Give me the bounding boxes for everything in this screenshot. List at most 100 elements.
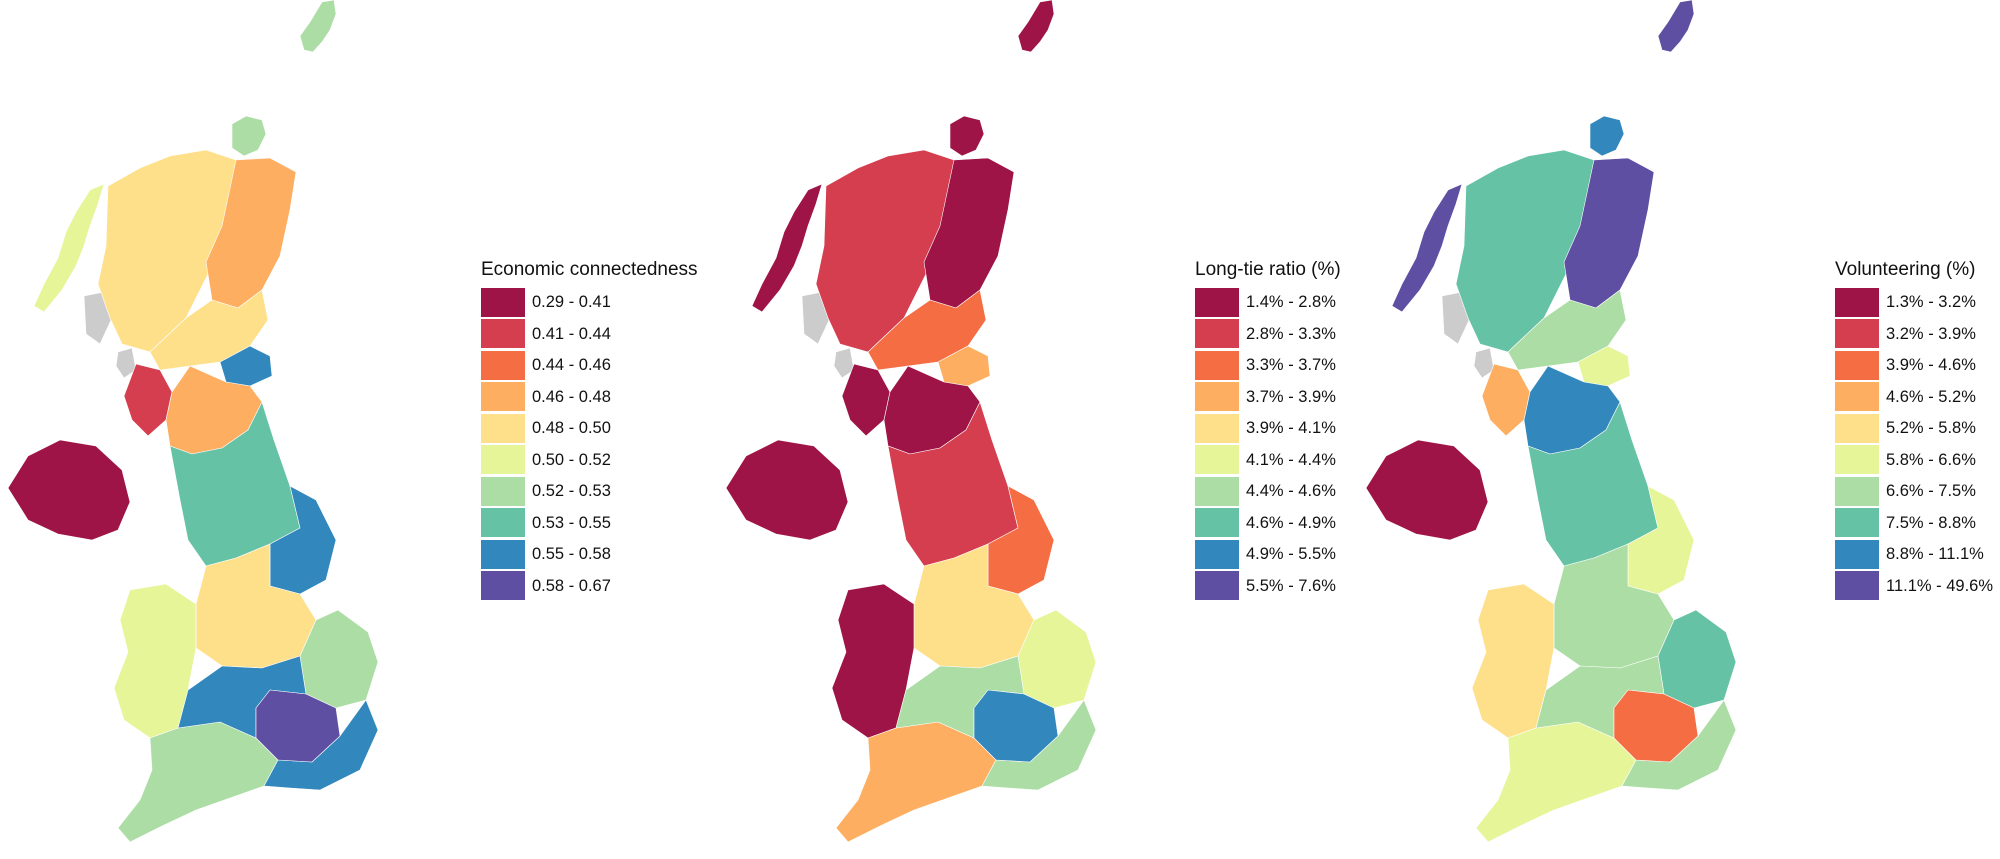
region-outer-hebrides xyxy=(751,183,823,313)
legend-item: 5.5% - 7.6% xyxy=(1195,571,1341,603)
uk-choropleth-map xyxy=(7,0,379,843)
legend-swatch xyxy=(1835,350,1879,381)
legend-label: 3.9% - 4.1% xyxy=(1246,419,1336,438)
legend-items: 1.4% - 2.8% 2.8% - 3.3% 3.3% - 3.7% 3.7% - … xyxy=(1195,287,1341,602)
region-shetland xyxy=(299,0,337,53)
legend-swatch xyxy=(1835,287,1879,318)
legend-swatch xyxy=(1835,445,1879,476)
legend-label: 4.1% - 4.4% xyxy=(1246,450,1336,469)
legend-label: 8.8% - 11.1% xyxy=(1886,545,1984,564)
legend-label: 0.52 - 0.53 xyxy=(532,482,611,501)
region-london xyxy=(255,689,341,763)
legend-swatch xyxy=(481,350,525,381)
legend-item: 6.6% - 7.5% xyxy=(1835,476,1993,508)
region-glasgow xyxy=(841,363,891,437)
legend-title: Economic connectedness xyxy=(481,259,698,280)
legend-label: 6.6% - 7.5% xyxy=(1886,482,1976,501)
legend-swatch xyxy=(481,508,525,539)
legend-swatch xyxy=(1195,445,1239,476)
legend-item: 4.4% - 4.6% xyxy=(1195,476,1341,508)
legend-item: 4.1% - 4.4% xyxy=(1195,445,1341,477)
legend-label: 3.2% - 3.9% xyxy=(1886,324,1976,343)
legend-item: 3.7% - 3.9% xyxy=(1195,382,1341,414)
region-glasgow xyxy=(123,363,173,437)
legend-swatch xyxy=(1195,476,1239,507)
legend-swatch xyxy=(1195,350,1239,381)
legend-label: 3.3% - 3.7% xyxy=(1246,356,1336,375)
region-orkney xyxy=(949,115,985,157)
legend-label: 7.5% - 8.8% xyxy=(1886,513,1976,532)
legend-item: 0.46 - 0.48 xyxy=(481,382,698,414)
legend-item: 5.8% - 6.6% xyxy=(1835,445,1993,477)
legend-item: 7.5% - 8.8% xyxy=(1835,508,1993,540)
map-legend: Economic connectedness 0.29 - 0.41 0.41 -… xyxy=(481,259,698,602)
legend-label: 4.9% - 5.5% xyxy=(1246,545,1336,564)
legend-label: 0.53 - 0.55 xyxy=(532,513,611,532)
panel-volunteering: Volunteering (%) 1.3% - 3.2% 3.2% - 3.9% 3… xyxy=(1358,0,2000,859)
legend-title: Volunteering (%) xyxy=(1835,259,1976,280)
legend-swatch xyxy=(1835,508,1879,539)
uk-choropleth-map xyxy=(1365,0,1737,843)
region-orkney xyxy=(1589,115,1625,157)
legend-label: 0.55 - 0.58 xyxy=(532,545,611,564)
region-central xyxy=(1507,289,1627,371)
legend-swatch xyxy=(481,319,525,350)
legend-label: 0.29 - 0.41 xyxy=(532,293,611,312)
uk-choropleth-map xyxy=(725,0,1097,843)
legend-item: 0.50 - 0.52 xyxy=(481,445,698,477)
legend-label: 0.41 - 0.44 xyxy=(532,324,611,343)
region-orkney xyxy=(231,115,267,157)
legend-swatch xyxy=(481,413,525,444)
legend-swatch xyxy=(1195,539,1239,570)
legend-label: 0.58 - 0.67 xyxy=(532,576,611,595)
legend-item: 0.58 - 0.67 xyxy=(481,571,698,603)
map-legend: Volunteering (%) 1.3% - 3.2% 3.2% - 3.9% 3… xyxy=(1835,259,1993,602)
legend-swatch xyxy=(1195,319,1239,350)
legend-item: 0.52 - 0.53 xyxy=(481,476,698,508)
legend-swatch xyxy=(481,445,525,476)
legend-item: 4.9% - 5.5% xyxy=(1195,539,1341,571)
region-shetland xyxy=(1657,0,1695,53)
legend-swatch xyxy=(1195,413,1239,444)
legend-label: 2.8% - 3.3% xyxy=(1246,324,1336,343)
legend-item: 0.48 - 0.50 xyxy=(481,413,698,445)
legend-item: 4.6% - 4.9% xyxy=(1195,508,1341,540)
legend-label: 5.5% - 7.6% xyxy=(1246,576,1336,595)
legend-label: 5.2% - 5.8% xyxy=(1886,419,1976,438)
legend-label: 4.6% - 4.9% xyxy=(1246,513,1336,532)
region-south-west xyxy=(835,721,997,843)
region-inner-isles xyxy=(83,291,137,379)
legend-item: 0.53 - 0.55 xyxy=(481,508,698,540)
legend-swatch xyxy=(1835,476,1879,507)
legend-label: 0.46 - 0.48 xyxy=(532,387,611,406)
legend-label: 11.1% - 49.6% xyxy=(1886,576,1994,595)
legend-label: 0.50 - 0.52 xyxy=(532,450,611,469)
legend-swatch xyxy=(1835,413,1879,444)
legend-swatch xyxy=(1835,539,1879,570)
legend-label: 3.9% - 4.6% xyxy=(1886,356,1976,375)
region-inner-isles xyxy=(1441,291,1495,379)
region-northern-ireland xyxy=(1365,439,1489,541)
legend-label: 5.8% - 6.6% xyxy=(1886,450,1976,469)
region-london xyxy=(1613,689,1699,763)
legend-item: 8.8% - 11.1% xyxy=(1835,539,1993,571)
legend-swatch xyxy=(481,539,525,570)
legend-label: 4.6% - 5.2% xyxy=(1886,387,1976,406)
legend-item: 3.9% - 4.6% xyxy=(1835,350,1993,382)
region-central xyxy=(149,289,269,371)
region-northern-ireland xyxy=(7,439,131,541)
region-northern-ireland xyxy=(725,439,849,541)
legend-swatch xyxy=(481,571,525,602)
legend-swatch xyxy=(1195,382,1239,413)
legend-item: 3.3% - 3.7% xyxy=(1195,350,1341,382)
legend-title: Long-tie ratio (%) xyxy=(1195,259,1341,280)
legend-swatch xyxy=(1835,382,1879,413)
legend-label: 0.44 - 0.46 xyxy=(532,356,611,375)
panel-long-tie-ratio: Long-tie ratio (%) 1.4% - 2.8% 2.8% - 3.3… xyxy=(718,0,1358,859)
legend-label: 4.4% - 4.6% xyxy=(1246,482,1336,501)
legend-item: 4.6% - 5.2% xyxy=(1835,382,1993,414)
legend-swatch xyxy=(481,287,525,318)
region-london xyxy=(973,689,1059,763)
legend-item: 0.41 - 0.44 xyxy=(481,319,698,351)
region-glasgow xyxy=(1481,363,1531,437)
